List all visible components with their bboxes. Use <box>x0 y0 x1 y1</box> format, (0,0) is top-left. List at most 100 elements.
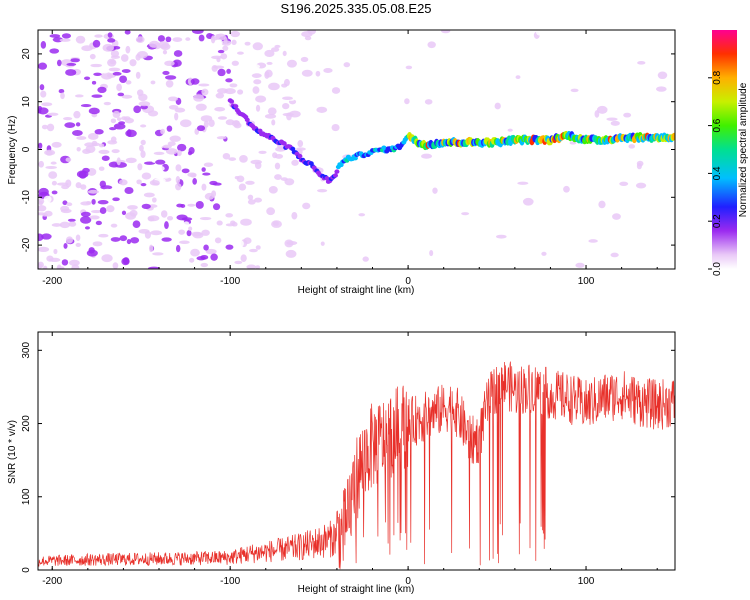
spectrogram-cell <box>91 198 96 205</box>
spectrogram-cell <box>278 122 290 127</box>
spectrogram-cell <box>150 230 163 236</box>
spectrogram-cell <box>215 195 226 200</box>
spectrogram-cell <box>267 107 277 116</box>
spectrogram-cell <box>141 172 152 180</box>
spectrogram-cell <box>124 117 134 124</box>
spectrogram-cell <box>125 45 131 54</box>
spectrogram-cell <box>260 30 270 38</box>
spectrogram-cell <box>255 95 267 103</box>
colorbar: 0.0 0.2 0.4 0.6 0.8 Normalized spectral ampl… <box>708 30 749 276</box>
spectrogram-x-ticks: -200 -100 0 100 <box>42 30 658 287</box>
spectrogram-cell <box>93 72 102 77</box>
spectrogram-cell <box>231 39 237 45</box>
spectrogram-cell <box>80 104 92 108</box>
spectrogram-cell <box>256 237 266 245</box>
spectrogram-cell <box>274 174 282 181</box>
spectrogram-cell <box>41 124 49 130</box>
spectrogram-cell <box>92 241 103 247</box>
spectrogram-cell <box>570 88 579 93</box>
spectrogram-cell <box>126 129 132 137</box>
spectrogram-cell <box>222 152 231 160</box>
spectrogram-cell <box>253 170 265 176</box>
spectrogram-cell <box>247 199 256 205</box>
spectrogram-cell <box>358 213 366 217</box>
spectrogram-cell <box>165 79 174 88</box>
spectrogram-cell <box>45 165 58 170</box>
snr-xtick-label: -100 <box>220 576 240 587</box>
snr-ytick-label: 100 <box>21 488 32 505</box>
spectrogram-cell <box>135 36 145 43</box>
snr-xtick-label: -200 <box>42 576 62 587</box>
spectrogram-cell <box>80 211 91 217</box>
spectrogram-cell <box>75 35 86 44</box>
spectrogram-cell <box>175 175 181 184</box>
spectrogram-cell <box>125 157 137 164</box>
spectrogram-cell <box>129 209 138 217</box>
spectrogram-cell <box>268 186 278 194</box>
spectrogram-cell <box>250 159 262 165</box>
spectrogram-cell <box>311 257 317 262</box>
spectrogram-cell <box>129 59 137 67</box>
spectrogram-cell <box>58 88 65 94</box>
spectrogram-cell <box>190 78 200 85</box>
spectrogram-cell <box>286 240 298 246</box>
spectrogram-cell <box>331 87 341 94</box>
spectrogram-cell <box>47 112 59 116</box>
spectrogram-cell <box>76 170 89 178</box>
spectrogram-cell <box>140 124 147 128</box>
spectrogram-cell <box>76 136 87 140</box>
spectrogram-cell <box>133 105 142 114</box>
spectrogram-cell <box>92 39 101 48</box>
spectrogram-cell <box>421 153 433 159</box>
spectrogram-cell <box>44 149 56 156</box>
spectrogram-cell <box>432 187 438 194</box>
spectrogram-cell <box>39 84 45 91</box>
spectrogram-cell <box>152 252 164 256</box>
spectrogram-cell <box>110 50 120 58</box>
spectrogram-y-label: Frequency (Hz) <box>7 116 18 185</box>
spectrogram-cell <box>228 157 237 161</box>
spectrogram-ytick-label: 20 <box>21 48 32 60</box>
spectrogram-cell <box>132 220 141 229</box>
spectrogram-cell <box>159 202 166 208</box>
spectrogram-cell <box>255 245 261 250</box>
spectrogram-cell <box>62 200 68 206</box>
spectrogram-cell <box>155 159 166 165</box>
spectrogram-cell <box>42 213 48 217</box>
spectrogram-y-ticks: -20 -10 0 10 20 <box>21 48 675 252</box>
spectrogram-cell <box>255 265 261 269</box>
spectrogram-cell <box>656 86 667 92</box>
spectrogram-cell <box>176 203 184 208</box>
spectrogram-cell <box>38 107 49 115</box>
spectrogram-cell <box>252 42 263 51</box>
spectrogram-cell <box>49 34 61 38</box>
spectrogram-cell <box>245 259 258 264</box>
spectrogram-cell <box>175 164 182 172</box>
spectrogram-cell <box>95 220 102 226</box>
spectrogram-cell <box>38 233 44 241</box>
spectrogram-cell <box>214 107 226 112</box>
colorbar-tick-label: 0.4 <box>712 166 723 180</box>
spectrogram-track-cell <box>281 141 287 146</box>
spectrogram-cell <box>38 261 44 269</box>
spectrogram-cell <box>327 115 339 119</box>
spectrogram-cell <box>282 103 290 110</box>
spectrogram-cell <box>237 210 242 219</box>
spectrogram-cell <box>332 181 340 188</box>
spectrogram-cell <box>311 238 319 247</box>
spectrogram-cell <box>89 215 100 220</box>
spectrogram-cell <box>83 76 91 81</box>
spectrogram-cell <box>470 254 479 260</box>
spectrogram-cells <box>38 30 675 269</box>
spectrogram-cell <box>195 103 207 111</box>
spectrogram-cell <box>157 35 166 42</box>
spectrogram-cell <box>136 179 142 185</box>
snr-xtick-label: 0 <box>405 576 411 587</box>
snr-frame <box>37 331 676 571</box>
spectrogram-cell <box>166 148 178 155</box>
spectrogram-cell <box>191 30 204 34</box>
spectrogram-cell <box>53 248 58 255</box>
snr-xtick-label: 100 <box>578 576 595 587</box>
spectrogram-cell <box>246 264 257 269</box>
spectrogram-cell <box>311 33 323 40</box>
